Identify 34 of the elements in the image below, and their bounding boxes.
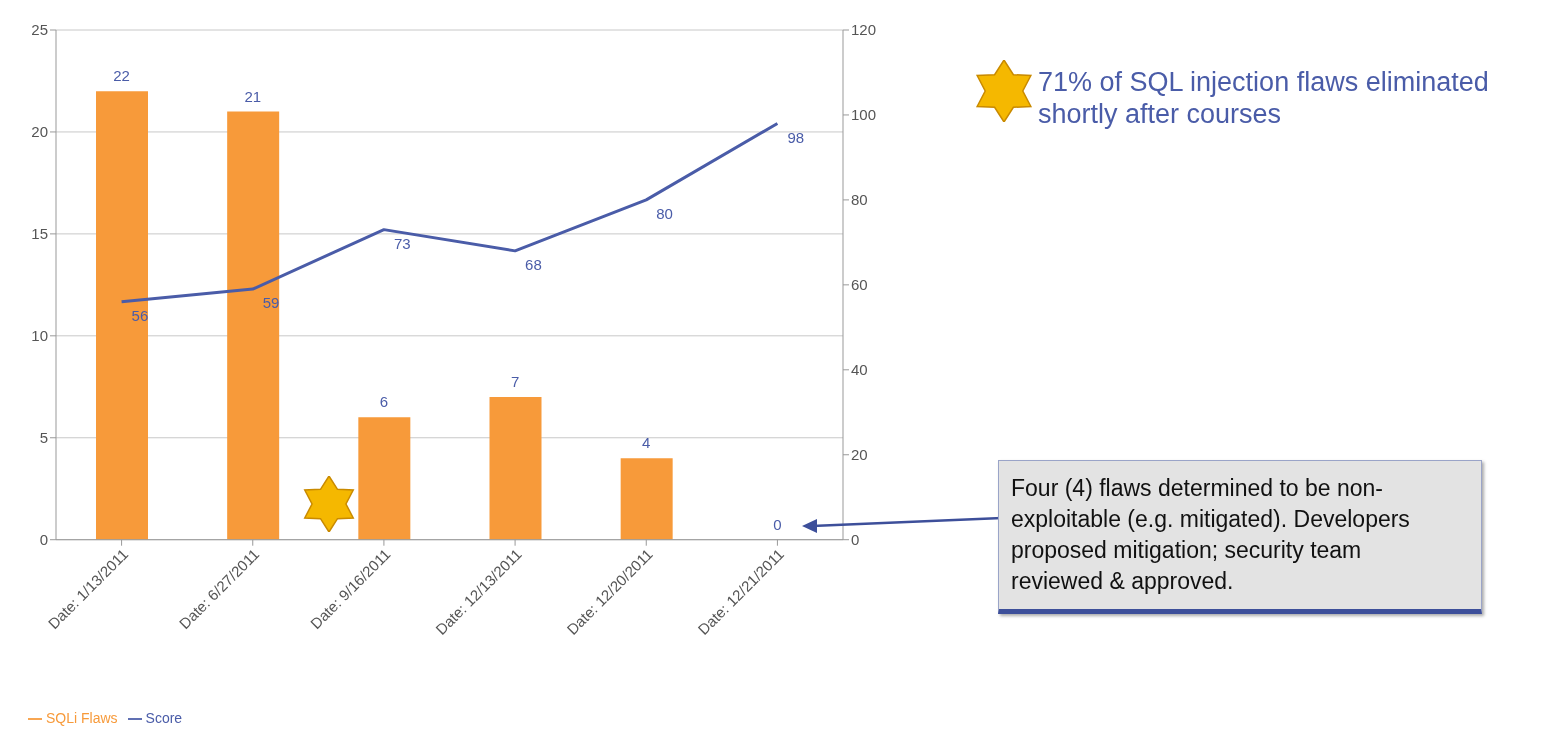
y2-tick-label: 40 <box>851 361 868 379</box>
y2-tick-label: 0 <box>851 531 860 549</box>
y-tick-label: 25 <box>31 21 48 39</box>
bar <box>489 396 542 540</box>
data-label: 73 <box>393 234 411 252</box>
data-label: 80 <box>656 205 673 223</box>
y2-tick-label: 20 <box>851 446 868 464</box>
data-label: 68 <box>525 256 542 274</box>
bar <box>96 91 148 540</box>
y-tick-label: 20 <box>31 123 48 141</box>
data-label: 6 <box>379 393 389 411</box>
y2-tick-label: 100 <box>851 106 877 124</box>
bar <box>358 417 411 540</box>
data-label: 4 <box>642 434 651 452</box>
legend-label: SQLi Flaws <box>46 709 118 726</box>
bar <box>227 111 280 540</box>
text: 71% of SQL injection flaws eliminated shortly after courses <box>1038 66 1490 130</box>
y2-tick-label: 60 <box>851 276 868 294</box>
data-label: 7 <box>510 372 520 390</box>
data-label: 21 <box>244 87 262 105</box>
y-tick-label: 0 <box>39 531 48 549</box>
text: Four (4) flaws determined to be non-exploitable (e.g. mitigated). Developers proposed mitigation; security team reviewed & approved. <box>998 460 1482 614</box>
y2-tick-label: 120 <box>851 21 877 39</box>
bar <box>620 458 673 540</box>
data-label: 59 <box>262 294 280 312</box>
legend-label: Score <box>145 709 183 726</box>
data-label: 98 <box>787 128 805 146</box>
data-label: 22 <box>113 67 130 85</box>
data-label: 56 <box>131 307 149 325</box>
y-tick-label: 10 <box>31 327 48 345</box>
data-label: 0 <box>773 515 782 533</box>
y-tick-label: 5 <box>39 429 48 447</box>
y2-tick-label: 80 <box>851 191 868 209</box>
y-tick-label: 15 <box>31 225 48 243</box>
